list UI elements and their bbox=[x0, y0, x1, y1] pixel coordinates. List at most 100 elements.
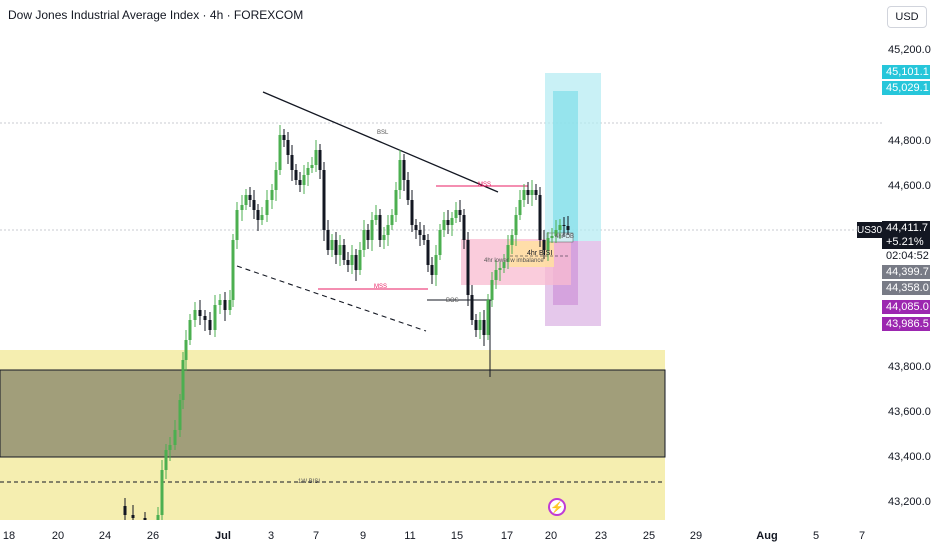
candle-body bbox=[213, 305, 217, 330]
candle-body bbox=[143, 518, 147, 520]
candle-body bbox=[498, 268, 502, 270]
candle-body bbox=[318, 150, 322, 170]
candle-body bbox=[346, 260, 350, 265]
candle-body bbox=[442, 220, 446, 230]
candle-body bbox=[446, 220, 450, 225]
candle-body bbox=[358, 250, 362, 270]
candle-body bbox=[218, 300, 222, 305]
price-axis[interactable]: 45,200.0 44,800.0 44,600.0 43,800.0 43,6… bbox=[882, 0, 932, 520]
candle-body bbox=[506, 245, 510, 262]
candle-body bbox=[306, 168, 310, 175]
candle-body bbox=[131, 515, 135, 518]
price-tick: 44,800.0 bbox=[888, 135, 931, 147]
candle-body bbox=[178, 400, 182, 430]
candle-body bbox=[454, 210, 458, 218]
candle-body bbox=[228, 300, 232, 310]
time-axis[interactable]: 18 20 24 26 Jul 3 7 9 11 15 17 20 23 25 … bbox=[0, 520, 882, 550]
candle-body bbox=[418, 230, 422, 235]
candle-body bbox=[550, 236, 554, 238]
position-profit-zone-inner bbox=[553, 91, 578, 241]
candle-body bbox=[482, 320, 486, 335]
time-tick: 9 bbox=[359, 530, 367, 542]
candle-body bbox=[310, 165, 314, 168]
candle-body bbox=[354, 255, 358, 270]
candle-body bbox=[370, 220, 374, 240]
candle-body bbox=[181, 360, 185, 400]
time-tick: 23 bbox=[594, 530, 608, 542]
time-tick: 18 bbox=[2, 530, 16, 542]
time-tick: 29 bbox=[689, 530, 703, 542]
candle-body bbox=[330, 240, 334, 250]
time-tick-month: Jul bbox=[215, 530, 231, 542]
candle-body bbox=[256, 210, 260, 220]
candle-body bbox=[434, 255, 438, 275]
price-tick: 44,600.0 bbox=[888, 180, 931, 192]
time-tick: 7 bbox=[858, 530, 866, 542]
chart-area[interactable]: Dow Jones Industrial Average Index · 4h … bbox=[0, 0, 882, 520]
candle-body bbox=[486, 300, 490, 335]
candle-body bbox=[298, 180, 302, 185]
candle-body bbox=[188, 320, 192, 340]
candle-body bbox=[184, 340, 188, 360]
candle-body bbox=[123, 506, 127, 515]
candle-body bbox=[566, 226, 570, 230]
chart-canvas[interactable] bbox=[0, 0, 882, 520]
candle-body bbox=[526, 190, 530, 195]
candle-body bbox=[278, 135, 282, 170]
candle-body bbox=[240, 205, 244, 210]
symbol-tag: US30 bbox=[857, 222, 882, 238]
candle-body bbox=[522, 190, 526, 200]
candle-body bbox=[198, 310, 202, 316]
descending-trendline[interactable] bbox=[262, 91, 499, 193]
candle-body bbox=[231, 240, 235, 300]
candle-body bbox=[252, 200, 256, 210]
bisi-4h-label: 4hr BISI bbox=[527, 250, 553, 257]
dashed-support-line[interactable] bbox=[236, 265, 427, 332]
candlestick-series bbox=[123, 125, 570, 520]
candle-body bbox=[314, 150, 318, 165]
candle-body bbox=[474, 320, 478, 330]
1w-bisi-label: 1W BISI bbox=[298, 479, 321, 485]
price-tick: 43,200.0 bbox=[888, 496, 931, 508]
ob-label: 4hr OB bbox=[555, 234, 575, 240]
candle-body bbox=[422, 235, 426, 240]
time-tick: 17 bbox=[500, 530, 514, 542]
price-tick: 43,800.0 bbox=[888, 361, 931, 373]
price-tick: 45,200.0 bbox=[888, 44, 931, 56]
change-tag: +5.21% bbox=[882, 235, 930, 249]
candle-body bbox=[518, 200, 522, 215]
time-tick: 5 bbox=[812, 530, 820, 542]
target-price-tag-2: 45,029.1 bbox=[882, 81, 930, 95]
candle-body bbox=[410, 200, 414, 225]
candle-body bbox=[164, 450, 168, 470]
time-tick-month: Aug bbox=[756, 530, 778, 542]
1w-order-block-zone bbox=[0, 369, 666, 458]
candle-body bbox=[235, 210, 239, 240]
candle-body bbox=[366, 230, 370, 240]
candle-body bbox=[203, 316, 207, 320]
bsl-label: BSL bbox=[377, 130, 389, 136]
candle-body bbox=[270, 190, 274, 200]
candle-body bbox=[510, 235, 514, 245]
candle-body bbox=[562, 225, 566, 226]
candle-body bbox=[334, 240, 338, 255]
candle-body bbox=[426, 240, 430, 265]
candle-body bbox=[554, 230, 558, 236]
candle-body bbox=[274, 170, 278, 190]
candle-body bbox=[156, 515, 160, 520]
candle-body bbox=[494, 270, 498, 280]
candle-body bbox=[514, 215, 518, 235]
time-tick: 3 bbox=[267, 530, 275, 542]
candle-body bbox=[322, 170, 326, 230]
level-tag-1: 44,399.7 bbox=[882, 265, 930, 279]
mss-label-1: MSS bbox=[374, 284, 388, 290]
candle-body bbox=[462, 215, 466, 240]
candle-body bbox=[260, 215, 264, 220]
candle-body bbox=[326, 230, 330, 250]
lightning-icon[interactable]: ⚡ bbox=[548, 498, 566, 516]
candle-body bbox=[244, 195, 248, 205]
candle-body bbox=[534, 190, 538, 195]
candle-body bbox=[342, 245, 346, 260]
currency-button[interactable]: USD bbox=[887, 6, 927, 28]
candle-body bbox=[378, 215, 382, 240]
